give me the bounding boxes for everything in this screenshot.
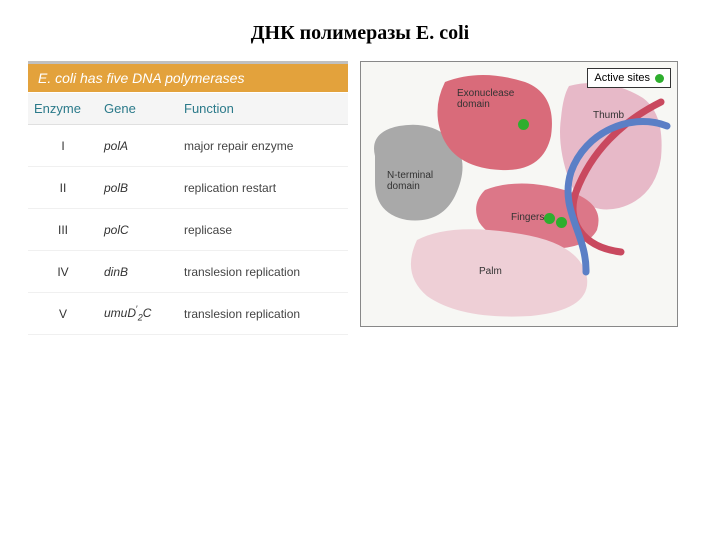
caption-species: E. coli [38, 70, 76, 86]
cell-function: replicase [178, 213, 348, 247]
cell-function: replication restart [178, 171, 348, 205]
cell-function: translesion replication [178, 255, 348, 289]
polymerase-table: E. coli has five DNA polymerases Enzyme … [28, 61, 348, 335]
content-row: E. coli has five DNA polymerases Enzyme … [0, 61, 720, 335]
cell-enzyme: II [28, 171, 98, 205]
table-caption: E. coli has five DNA polymerases [28, 64, 348, 93]
table-row: IIpolBreplication restart [28, 167, 348, 209]
active-site-dot [544, 213, 555, 224]
cell-enzyme: IV [28, 255, 98, 289]
table-row: IIIpolCreplicase [28, 209, 348, 251]
dna-helix [361, 62, 679, 328]
label-nterm: N-terminal domain [387, 170, 433, 192]
cell-enzyme: V [28, 297, 98, 331]
legend-dot-icon [655, 74, 664, 83]
cell-gene: polB [98, 171, 178, 205]
header-gene: Gene [98, 93, 178, 124]
table-row: VumuD′2Ctranslesion replication [28, 293, 348, 335]
legend: Active sites [587, 68, 671, 88]
header-enzyme: Enzyme [28, 93, 98, 124]
label-exonuclease: Exonuclease domain [457, 88, 514, 110]
page-title: ДНК полимеразы E. coli [0, 0, 720, 61]
label-fingers: Fingers [511, 212, 544, 223]
cell-enzyme: I [28, 129, 98, 163]
cell-function: translesion replication [178, 297, 348, 331]
table-row: IpolAmajor repair enzyme [28, 125, 348, 167]
cell-gene: polA [98, 129, 178, 163]
cell-enzyme: III [28, 213, 98, 247]
cell-gene: umuD′2C [98, 294, 178, 332]
cell-gene: dinB [98, 255, 178, 289]
active-site-dot [518, 119, 529, 130]
table-row: IVdinBtranslesion replication [28, 251, 348, 293]
label-thumb: Thumb [593, 110, 624, 121]
polymerase-diagram: Active sites Exonuclease domain Thumb N-… [360, 61, 678, 327]
active-site-dot [556, 217, 567, 228]
legend-label: Active sites [594, 72, 650, 84]
header-function: Function [178, 93, 348, 124]
caption-rest: has five DNA polymerases [76, 70, 244, 86]
cell-function: major repair enzyme [178, 129, 348, 163]
table-header-row: Enzyme Gene Function [28, 93, 348, 125]
label-palm: Palm [479, 266, 502, 277]
cell-gene: polC [98, 213, 178, 247]
